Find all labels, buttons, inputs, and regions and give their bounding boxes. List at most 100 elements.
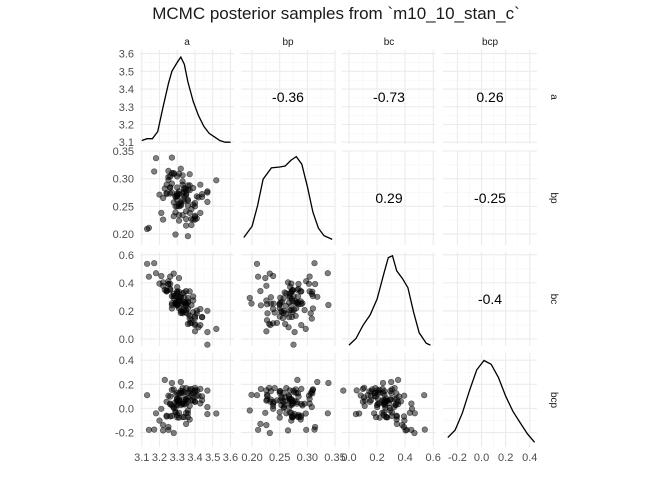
x-tick-label: 0.6 [426,452,441,464]
scatter-point [286,290,293,297]
scatter-point [276,414,283,421]
scatter-point [213,325,220,333]
scatter-point [379,409,386,416]
scatter-point [181,299,188,306]
x-tick-label: 0.25 [269,452,290,464]
scatter-point [186,171,193,178]
y-tick-label: 3.1 [119,137,134,149]
scatter-point [197,181,204,188]
scatter-point [353,387,360,394]
scatter-point [191,328,199,335]
strip-label-right: bp [548,192,559,204]
scatter-point [408,400,415,407]
scatter-point [289,414,296,421]
correlation-label: 0.26 [476,89,503,105]
scatter-point [284,427,292,434]
scatter-point [168,189,175,196]
scatter-point [188,222,195,229]
scatter-point [177,378,184,386]
scatter-point [288,302,295,309]
scatter-point [184,233,191,240]
scatter-point [294,376,301,384]
scatter-point [197,305,204,313]
scatter-point [306,400,313,407]
scatter-point [167,400,174,407]
scatter-point [204,198,211,205]
scatter-point [144,260,151,267]
scatter-point [306,273,313,280]
scatter-point [151,168,158,175]
x-tick-label: 0.4 [522,452,537,464]
density-curve-bcp [447,359,536,443]
scatter-point [372,414,380,421]
scatter-point [308,315,315,322]
scatter-point [168,386,175,394]
scatter-point [204,329,211,336]
scatter-point [270,305,277,313]
scatter-point [160,422,167,429]
scatter-point [213,177,220,184]
x-tick-label: 0.2 [498,452,513,464]
scatter-point [308,388,315,395]
scatter-point [305,280,313,287]
scatter-point [168,154,175,161]
density-curve-bc [348,254,431,346]
scatter-point [263,422,270,429]
scatter-point [175,191,183,198]
scatter-point [191,384,199,391]
scatter-point [193,310,200,317]
scatter-point [199,314,206,321]
scatter-point [172,300,179,307]
strip-label-top: bp [282,37,294,48]
x-tick-label: 0.2 [369,452,384,464]
scatter-point [393,413,401,420]
scatter-point [158,272,165,280]
scatter-point [391,395,398,403]
x-tick-label: 0.0 [341,452,356,464]
scatter-point [383,414,390,421]
scatter-point [151,260,158,267]
scatter-point [186,388,193,395]
scatter-point [270,398,277,406]
scatter-point [277,397,284,404]
scatter-point [186,288,193,295]
scatter-point [145,273,152,280]
scatter-point [184,320,191,328]
scatter-point [309,288,316,295]
scatter-point [289,308,296,316]
density-curve-bp [243,155,333,240]
scatter-point [179,385,186,392]
scatter-point [204,341,211,348]
y-tick-label: 0.2 [119,306,134,318]
scatter-point [388,390,395,397]
scatter-point [301,307,308,314]
scatter-point [145,426,152,433]
scatter-point [175,399,183,407]
scatter-point [165,423,172,431]
scatter-point [324,270,331,277]
scatter-point [283,410,290,417]
scatter-point [246,294,253,302]
scatter-point [190,297,197,304]
scatter-point [324,410,331,417]
scatter-point [190,184,197,192]
scatter-point [421,392,428,399]
scatter-point [288,295,296,303]
y-tick-label: 3.4 [119,84,134,96]
scatter-point [170,429,177,437]
scatter-point [297,414,304,421]
scatter-point [183,215,190,223]
x-tick-label: 3.6 [223,452,238,464]
scatter-point [379,379,387,387]
scatter-point [286,393,293,400]
scatter-point [186,315,193,322]
x-tick-label: 0.30 [297,452,318,464]
scatter-point [158,405,165,412]
scatter-point [197,209,204,216]
strip-label-right: bcp [548,392,559,409]
y-tick-label: 3.3 [119,102,134,114]
scatter-point [175,275,183,282]
scatter-point [255,273,262,280]
scatter-point [340,387,347,394]
scatter-point [408,426,415,433]
